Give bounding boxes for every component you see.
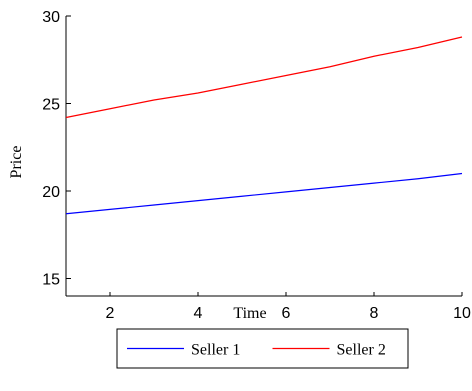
y-tick-label: 20 xyxy=(42,184,60,201)
x-tick-label: 4 xyxy=(194,305,203,322)
x-axis-label: Time xyxy=(233,305,266,322)
legend: Seller 1 Seller 2 xyxy=(116,328,409,369)
y-tick-label: 25 xyxy=(42,97,60,114)
x-tick-label: 10 xyxy=(453,305,471,322)
y-tick-label: 15 xyxy=(42,272,60,289)
y-tick-label: 30 xyxy=(42,9,60,26)
x-tick-label: 6 xyxy=(282,305,291,322)
legend-label-2: Seller 2 xyxy=(337,342,386,359)
legend-label-1: Seller 1 xyxy=(191,342,240,359)
y-axis-label: Price xyxy=(8,146,25,179)
x-tick-label: 2 xyxy=(106,305,115,322)
plot-area: 15 20 25 30 2 4 6 8 10 xyxy=(42,9,471,322)
series-line-1 xyxy=(65,172,463,215)
x-tick-label: 8 xyxy=(370,305,379,322)
series-line-2 xyxy=(65,36,463,119)
